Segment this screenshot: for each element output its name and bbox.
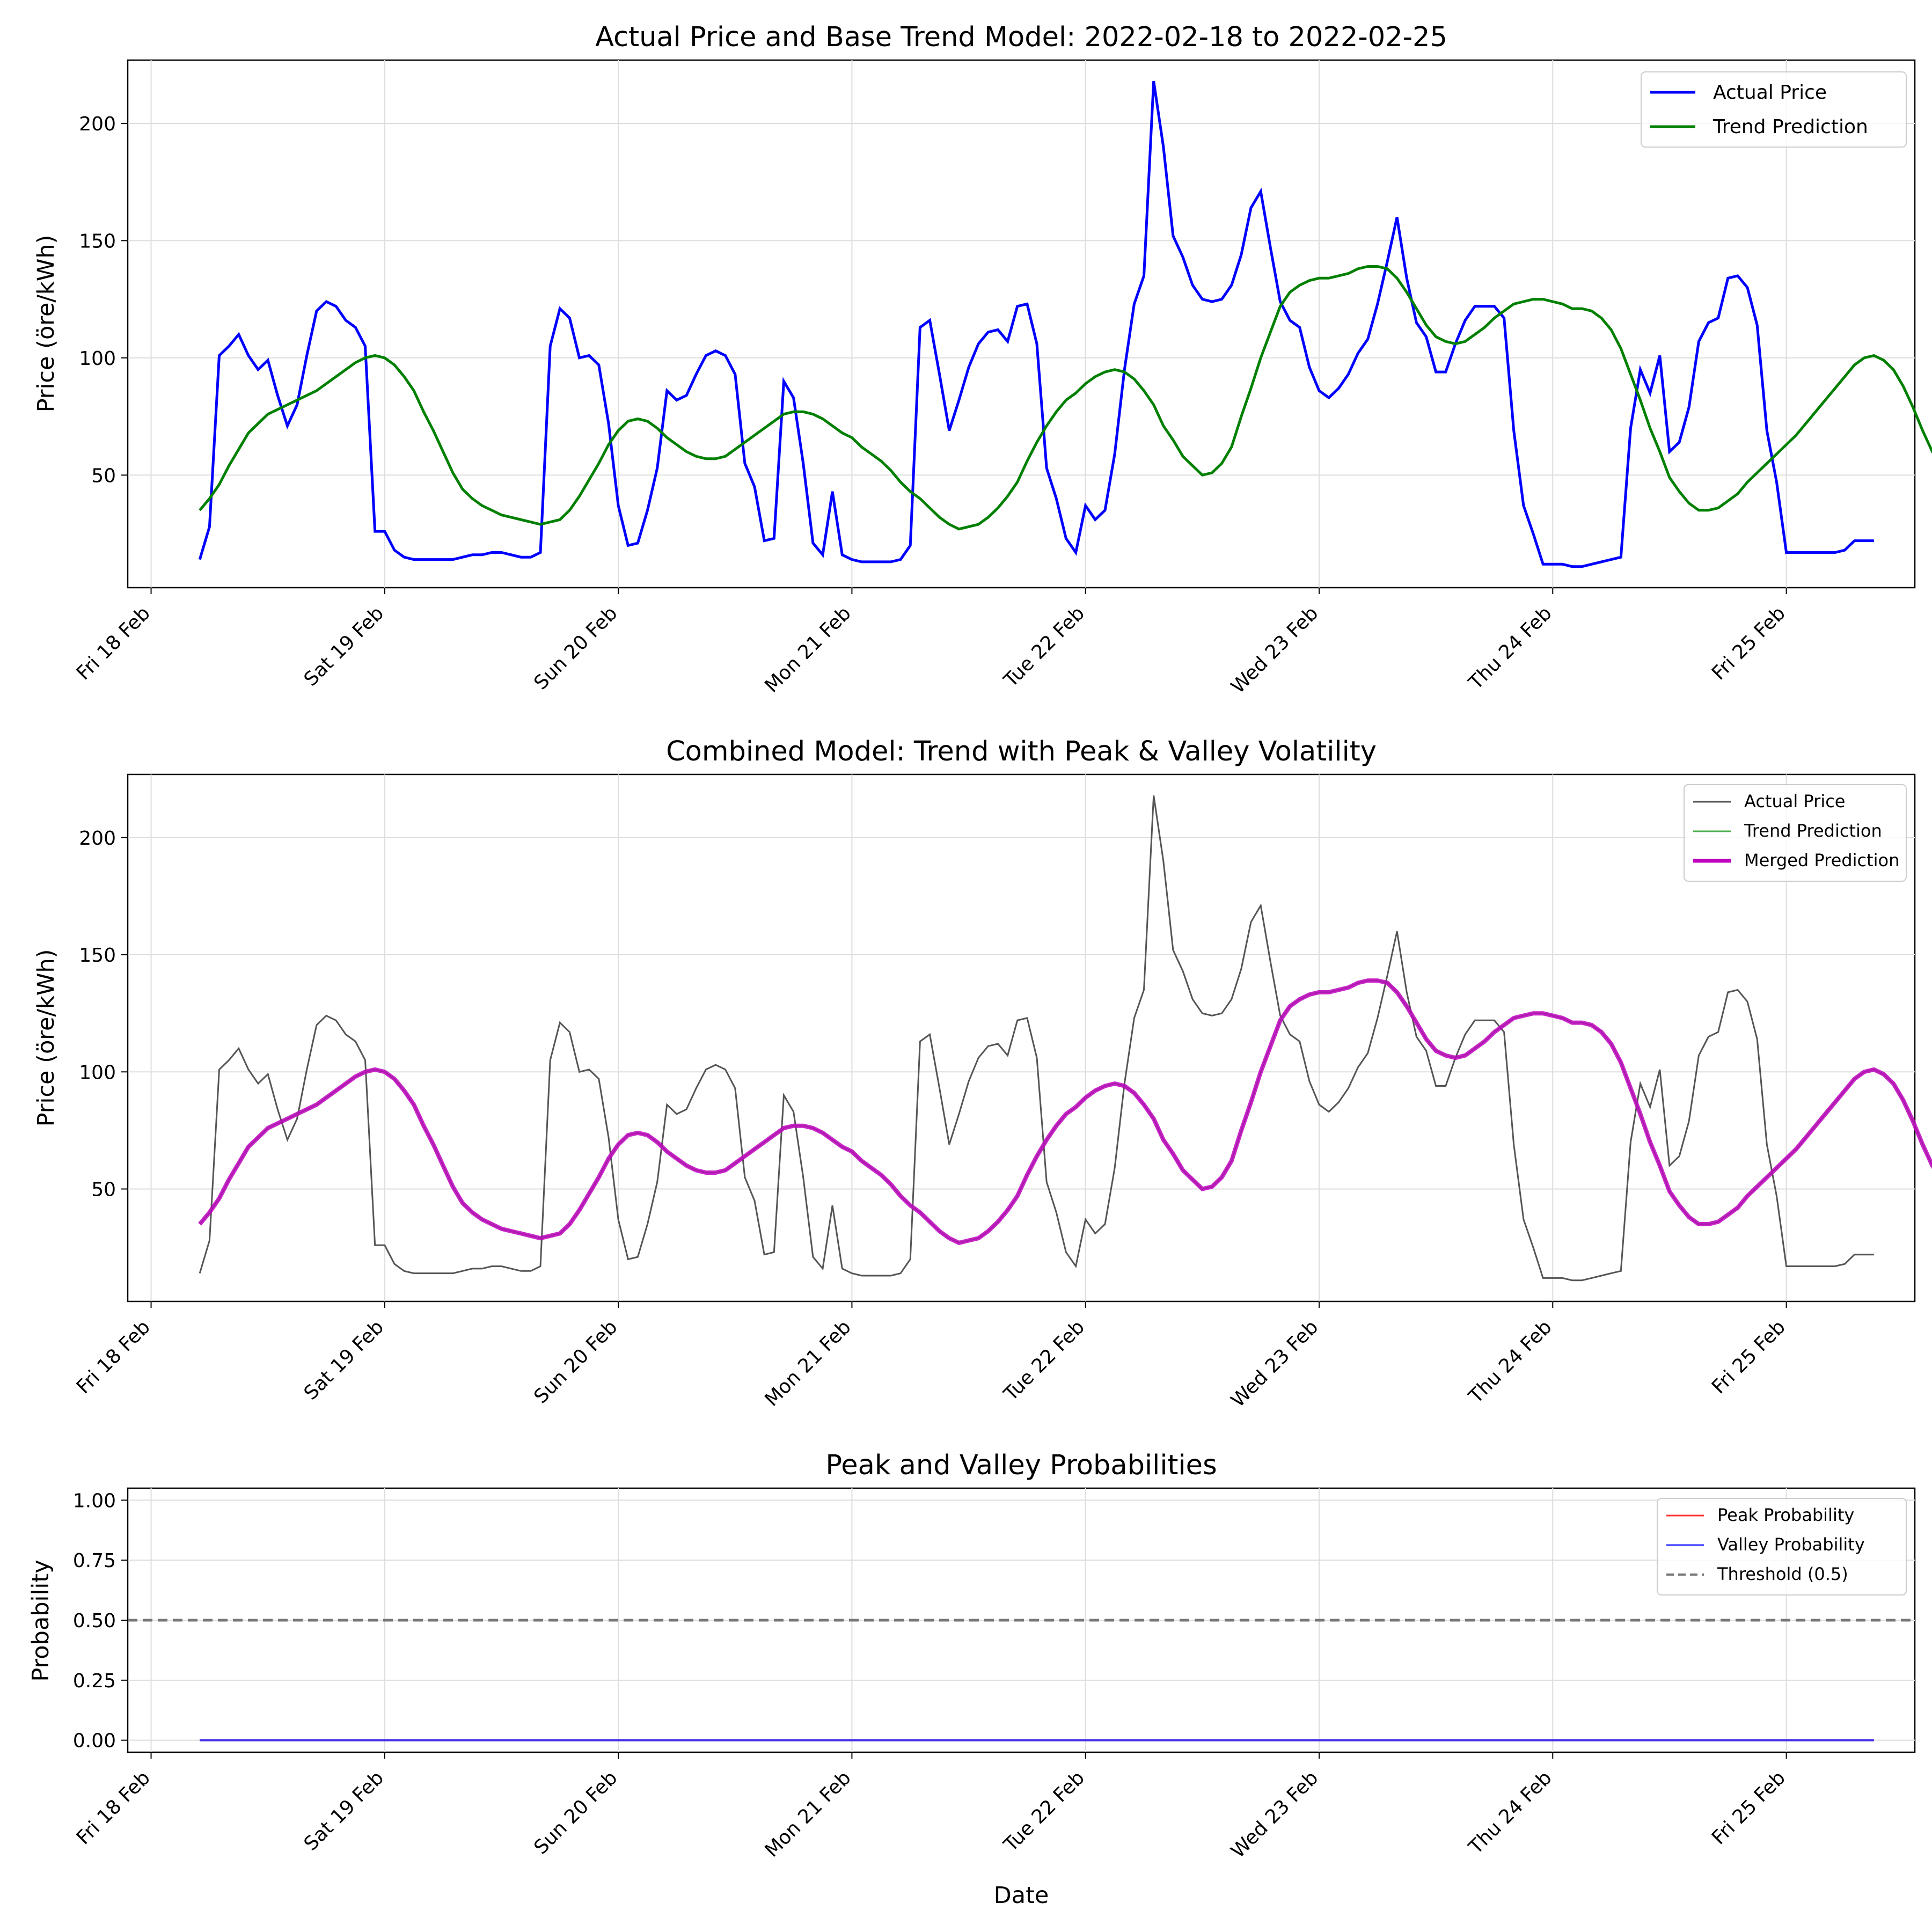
y-tick-label: 0.00 <box>73 1730 116 1752</box>
legend: Actual Price Trend Prediction Merged Pre… <box>1684 784 1907 882</box>
legend-label-valley: Valley Probability <box>1717 1534 1865 1555</box>
y-axis-label: Probability <box>27 1560 54 1681</box>
chart-title: Actual Price and Base Trend Model: 2022-… <box>595 21 1447 53</box>
y-axis-label: Price (öre/kWh) <box>33 949 60 1127</box>
y-tick-label: 50 <box>91 465 116 487</box>
legend-label-actual: Actual Price <box>1744 791 1845 811</box>
y-tick-label: 150 <box>79 945 116 967</box>
legend-label-peak: Peak Probability <box>1717 1505 1854 1525</box>
y-tick-label: 0.25 <box>73 1670 116 1692</box>
legend-label-trend: Trend Prediction <box>1713 116 1868 138</box>
series-line-actual-price <box>198 80 1874 568</box>
y-axis-label: Price (öre/kWh) <box>33 235 60 413</box>
y-tick-label: 150 <box>79 230 116 252</box>
legend: Peak Probability Valley Probability Thre… <box>1657 1498 1907 1596</box>
legend-label-merged: Merged Prediction <box>1744 850 1899 870</box>
legend-label-threshold: Threshold (0.5) <box>1717 1564 1848 1584</box>
y-ticks: 50 100 150 200 <box>79 113 128 487</box>
y-tick-label: 0.75 <box>73 1550 116 1572</box>
legend-box <box>1641 71 1907 148</box>
series-line-merged-prediction <box>198 978 1932 1246</box>
y-tick-label: 50 <box>91 1179 116 1201</box>
legend-box <box>1684 784 1907 882</box>
y-ticks: 0.00 0.25 0.50 0.75 1.00 <box>73 1490 128 1752</box>
chart-title: Combined Model: Trend with Peak & Valley… <box>666 736 1377 767</box>
legend-label-trend: Trend Prediction <box>1744 821 1882 841</box>
y-tick-label: 100 <box>79 1062 116 1084</box>
series-line-trend-prediction <box>199 265 1932 531</box>
plot-area <box>198 795 1932 1282</box>
y-tick-label: 200 <box>79 113 116 135</box>
legend: Actual Price Trend Prediction <box>1641 71 1907 148</box>
legend-label-actual: Actual Price <box>1713 82 1827 104</box>
y-ticks: 50 100 150 200 <box>79 828 128 1201</box>
x-axis-label: Date <box>994 1882 1049 1909</box>
series-line-actual-price <box>199 795 1874 1282</box>
y-tick-label: 0.50 <box>73 1610 116 1632</box>
y-tick-label: 1.00 <box>73 1490 116 1512</box>
axes-frame <box>127 773 1916 1302</box>
y-tick-label: 100 <box>79 348 116 370</box>
axes-frame <box>127 59 1916 589</box>
y-tick-label: 200 <box>79 828 116 850</box>
legend-box <box>1657 1498 1907 1596</box>
plot-area <box>128 1619 1915 1741</box>
plot-area <box>198 80 1932 568</box>
chart-title: Peak and Valley Probabilities <box>825 1450 1217 1481</box>
